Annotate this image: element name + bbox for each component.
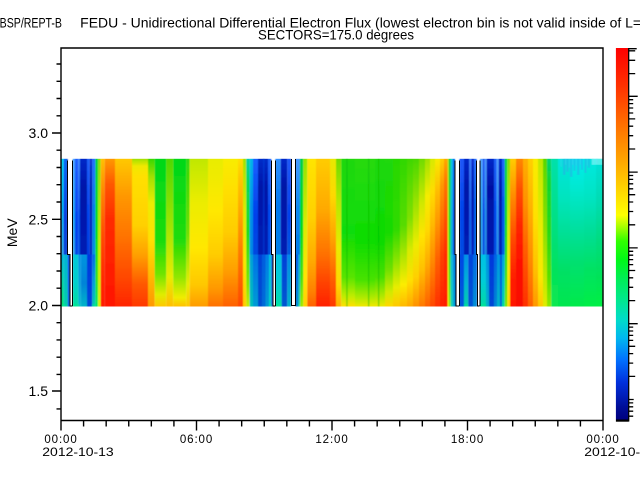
svg-text:2012-10-14: 2012-10-14: [584, 447, 640, 459]
svg-text:2.0: 2.0: [29, 298, 49, 314]
svg-text:2.5: 2.5: [29, 211, 49, 227]
svg-text:MeV: MeV: [4, 218, 20, 247]
svg-text:00:00: 00:00: [44, 434, 77, 446]
svg-text:RBSP/REPT-B: RBSP/REPT-B: [0, 16, 62, 31]
svg-text:FEDU - Unidirectional Differen: FEDU - Unidirectional Differential Elect…: [80, 16, 640, 31]
svg-text:2012-10-13: 2012-10-13: [42, 447, 113, 459]
svg-text:3.0: 3.0: [29, 125, 49, 141]
svg-text:SECTORS=175.0 degrees: SECTORS=175.0 degrees: [258, 28, 414, 43]
svg-text:06:00: 06:00: [180, 434, 213, 446]
svg-text:12:00: 12:00: [315, 434, 348, 446]
svg-text:1.5: 1.5: [29, 383, 49, 399]
svg-text:18:00: 18:00: [451, 434, 484, 446]
svg-text:00:00: 00:00: [586, 434, 619, 446]
